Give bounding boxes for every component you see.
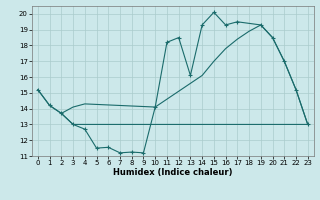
X-axis label: Humidex (Indice chaleur): Humidex (Indice chaleur) bbox=[113, 168, 233, 177]
